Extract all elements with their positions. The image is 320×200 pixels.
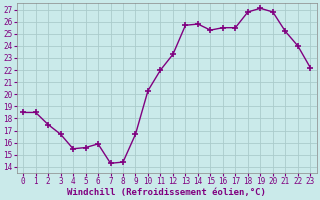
X-axis label: Windchill (Refroidissement éolien,°C): Windchill (Refroidissement éolien,°C) xyxy=(67,188,266,197)
